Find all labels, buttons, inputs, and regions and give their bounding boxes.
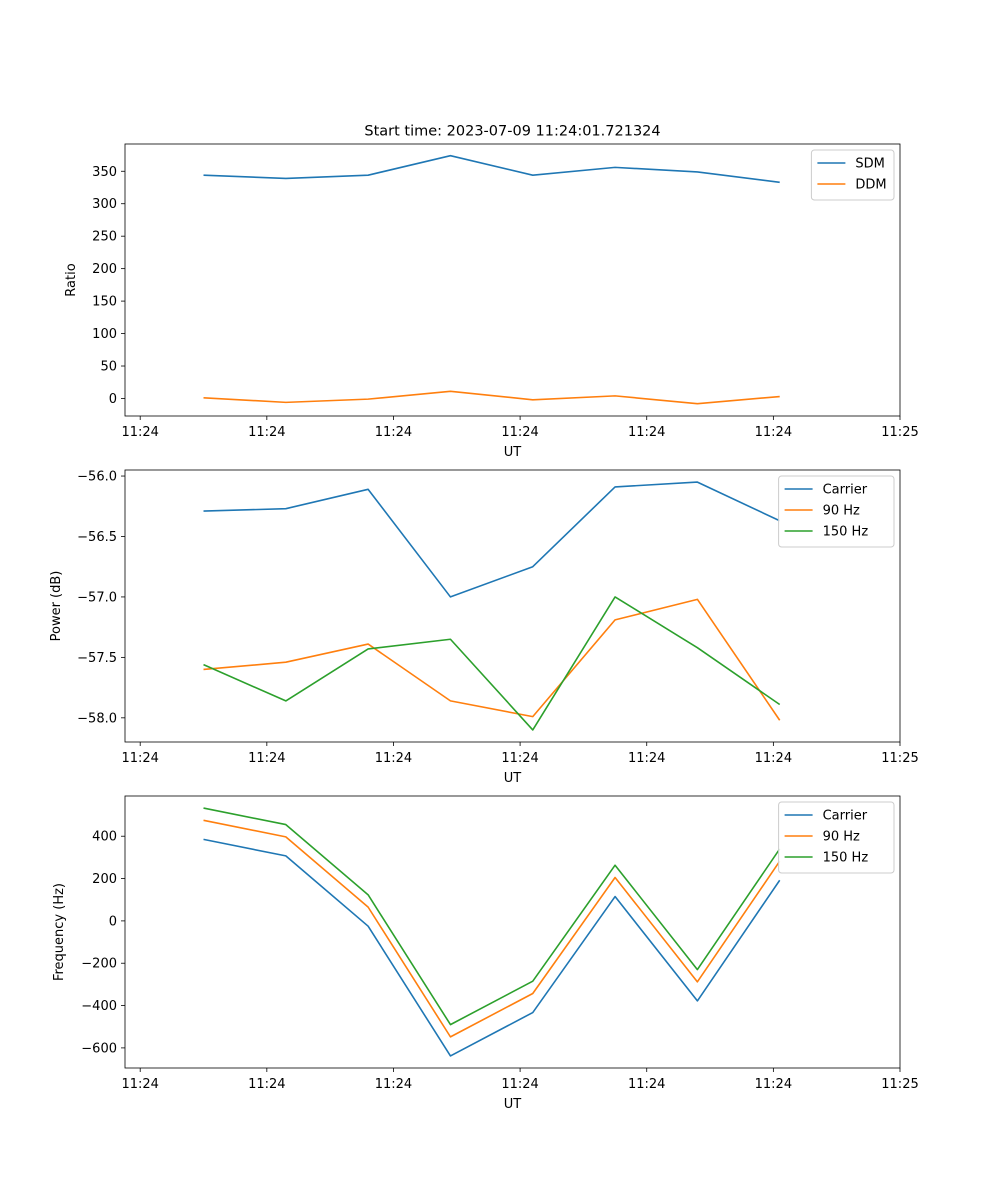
y-tick-label: 0 (109, 392, 117, 407)
x-axis-label: UT (504, 771, 522, 786)
y-tick-label: 350 (92, 165, 117, 180)
x-tick-label: 11:24 (375, 751, 412, 766)
y-tick-label: −400 (81, 999, 117, 1014)
y-tick-label: −56.0 (77, 470, 117, 485)
x-tick-label: 11:24 (375, 1077, 412, 1092)
series-line-150-hz (203, 807, 781, 1026)
series-line-sdm (203, 154, 780, 184)
axes-frame (124, 143, 901, 417)
y-tick-label: 200 (92, 262, 117, 277)
y-tick-label: 50 (100, 360, 117, 375)
axes-frame (124, 795, 901, 1069)
y-tick-label: 100 (92, 327, 117, 342)
y-tick-label: −56.5 (77, 530, 117, 545)
x-tick-label: 11:24 (375, 425, 412, 440)
legend-box (778, 475, 895, 548)
panel-3: 11:24 11:24 11:24 11:24 11:24 11:24 11:25 −600 −… (52, 795, 919, 1112)
legend-label: 150 Hz (823, 851, 869, 866)
legend-label: SDM (855, 157, 884, 172)
x-tick-label: 11:24 (501, 1077, 538, 1092)
x-axis-label: UT (504, 1097, 522, 1112)
series-line-carrier (203, 481, 781, 598)
legend-label: Carrier (823, 809, 868, 824)
x-tick-label: 11:24 (248, 751, 285, 766)
y-tick-label: −57.0 (77, 590, 117, 605)
x-tick-label: 11:24 (755, 425, 792, 440)
x-axis-label: UT (504, 445, 522, 460)
y-tick-label: 400 (92, 830, 117, 845)
x-tick-label: 11:24 (121, 1077, 158, 1092)
axes-frame (124, 469, 901, 743)
x-tick-label: 11:24 (628, 1077, 665, 1092)
x-tick-label: 11:24 (121, 425, 158, 440)
legend-label: Carrier (823, 483, 868, 498)
y-axis-label: Ratio (64, 263, 79, 296)
series-line-90-hz (203, 598, 781, 721)
series-line-carrier (203, 838, 781, 1057)
x-tick-label: 11:24 (755, 1077, 792, 1092)
y-tick-label: −58.0 (77, 711, 117, 726)
series-line-ddm (203, 390, 780, 405)
y-tick-label: 150 (92, 295, 117, 310)
legend-label: 90 Hz (823, 830, 860, 845)
y-axis-label: Power (dB) (49, 571, 64, 642)
legend: Carrier 90 Hz 150 Hz (778, 801, 895, 874)
legend-label: 150 Hz (823, 525, 869, 540)
legend: SDM DDM (810, 149, 895, 201)
y-tick-label: 200 (92, 872, 117, 887)
x-tick-label: 11:24 (121, 751, 158, 766)
x-tick-label: 11:24 (755, 751, 792, 766)
panel-2: 11:24 11:24 11:24 11:24 11:24 11:24 11:25 −58.0… (49, 470, 919, 786)
x-tick-label: 11:25 (881, 1077, 918, 1092)
x-tick-label: 11:24 (628, 425, 665, 440)
y-tick-label: 250 (92, 230, 117, 245)
y-tick-label: −57.5 (77, 651, 117, 666)
x-tick-label: 11:24 (248, 425, 285, 440)
y-tick-label: 300 (92, 197, 117, 212)
y-tick-label: 0 (109, 914, 117, 929)
series-line-90-hz (203, 819, 781, 1038)
legend-label: 90 Hz (823, 504, 860, 519)
legend-label: DDM (855, 178, 886, 193)
legend-box (778, 801, 895, 874)
panel-1: 11:24 11:24 11:24 11:24 11:24 11:24 11:25 0 50 10… (64, 143, 919, 460)
series-line-150-hz (203, 596, 781, 731)
y-tick-label: −600 (81, 1041, 117, 1056)
y-axis-label: Frequency (Hz) (52, 883, 67, 981)
y-tick-label: −200 (81, 957, 117, 972)
x-tick-label: 11:24 (248, 1077, 285, 1092)
x-tick-label: 11:24 (501, 425, 538, 440)
x-tick-label: 11:25 (881, 751, 918, 766)
x-tick-label: 11:24 (628, 751, 665, 766)
x-tick-label: 11:25 (881, 425, 918, 440)
figure-title: Start time: 2023-07-09 11:24:01.721324 (364, 124, 660, 140)
legend: Carrier 90 Hz 150 Hz (778, 475, 895, 548)
x-tick-label: 11:24 (501, 751, 538, 766)
